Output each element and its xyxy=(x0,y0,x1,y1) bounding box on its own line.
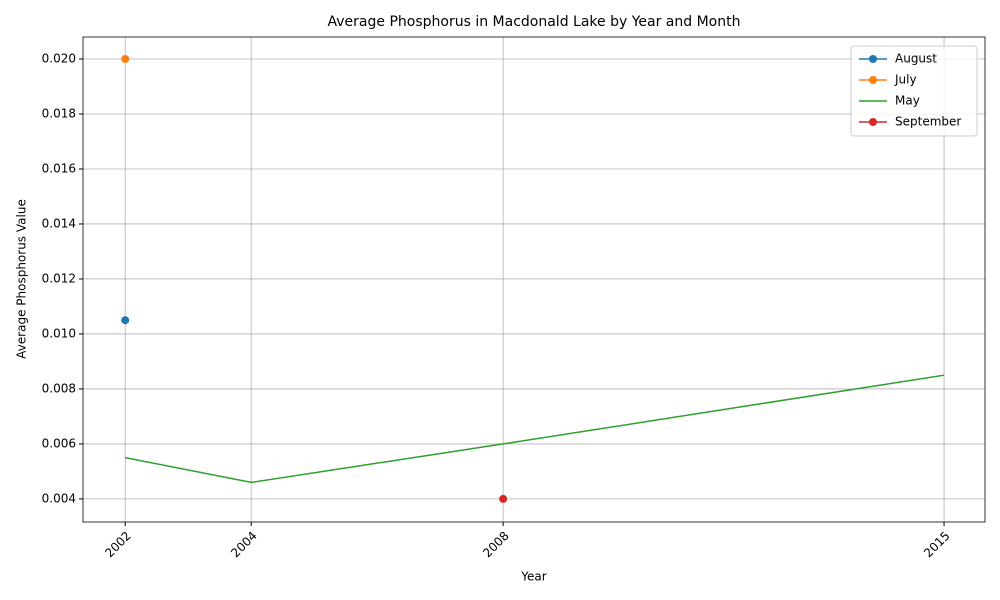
legend-marker xyxy=(869,118,877,126)
x-tick-label: 2008 xyxy=(480,529,511,560)
y-tick-label: 0.008 xyxy=(42,381,76,395)
y-tick-label: 0.014 xyxy=(42,216,76,230)
plot-frame xyxy=(82,36,986,523)
y-tick-label: 0.016 xyxy=(42,161,76,175)
y-tick-label: 0.020 xyxy=(42,51,76,65)
series-line xyxy=(125,374,945,484)
data-point xyxy=(121,316,130,325)
y-axis-label: Average Phosphorus Value xyxy=(15,199,29,359)
data-point xyxy=(121,54,130,63)
y-tick-label: 0.010 xyxy=(42,326,76,340)
data-point xyxy=(499,494,508,503)
legend-label: July xyxy=(894,73,917,87)
legend-label: May xyxy=(895,94,920,108)
legend-marker xyxy=(869,55,877,63)
x-axis-label: Year xyxy=(520,570,546,584)
y-tick-label: 0.004 xyxy=(42,491,76,505)
legend-label: September xyxy=(895,115,961,129)
legend-marker xyxy=(869,76,877,84)
y-tick-label: 0.012 xyxy=(42,271,76,285)
legend-box xyxy=(850,45,978,137)
y-tick-label: 0.006 xyxy=(42,436,76,450)
chart-title: Average Phosphorus in Macdonald Lake by … xyxy=(328,14,741,30)
x-tick-label: 2015 xyxy=(921,529,952,560)
x-tick-label: 2004 xyxy=(228,529,259,560)
x-tick-label: 2002 xyxy=(102,529,133,560)
legend-label: August xyxy=(895,52,937,66)
y-tick-label: 0.018 xyxy=(42,106,76,120)
